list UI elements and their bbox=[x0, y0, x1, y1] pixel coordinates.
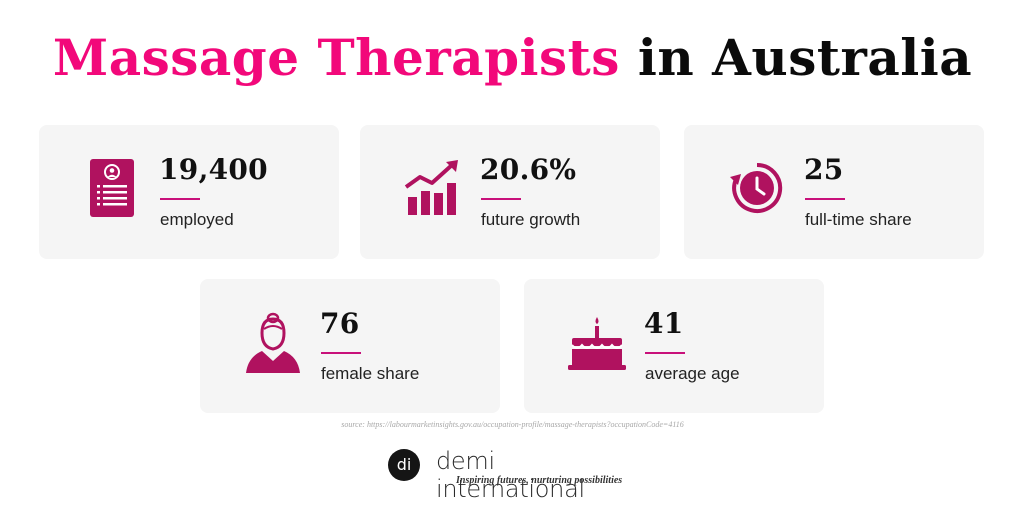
stat-value: 20.6% bbox=[480, 153, 577, 186]
stat-value: 76 bbox=[320, 307, 360, 340]
stat-divider bbox=[481, 198, 521, 200]
stat-divider bbox=[645, 352, 685, 354]
birthday-cake-icon bbox=[566, 309, 628, 375]
brand-tagline: Inspiring futures, nurturing possibiliti… bbox=[456, 475, 623, 486]
stat-label: full-time share bbox=[805, 210, 912, 229]
brand-name: demi international bbox=[436, 447, 585, 503]
stat-card-employed: 19,400 employed bbox=[39, 125, 339, 259]
stat-label: average age bbox=[645, 364, 740, 383]
stat-label: future growth bbox=[481, 210, 581, 229]
growth-chart-icon bbox=[402, 155, 464, 221]
stat-card-age: 41 average age bbox=[524, 279, 824, 413]
stat-card-female: 76 female share bbox=[200, 279, 500, 413]
resume-icon bbox=[81, 155, 143, 221]
stat-card-fulltime: 25 full-time share bbox=[684, 125, 984, 259]
source-citation: source: https://labourmarketinsights.gov… bbox=[341, 420, 684, 429]
stat-divider bbox=[321, 352, 361, 354]
stat-value: 25 bbox=[804, 153, 844, 186]
stat-value: 41 bbox=[644, 307, 684, 340]
stat-card-growth: 20.6% future growth bbox=[360, 125, 660, 259]
title-rest: in Australia bbox=[637, 28, 973, 87]
page-title: Massage Therapists in Australia bbox=[0, 28, 1025, 88]
brand-logo: di bbox=[388, 449, 420, 481]
clock-icon bbox=[726, 155, 788, 221]
stat-value: 19,400 bbox=[159, 153, 268, 186]
stat-divider bbox=[805, 198, 845, 200]
stat-label: female share bbox=[321, 364, 420, 383]
stat-label: employed bbox=[160, 210, 234, 229]
title-accent: Massage Therapists bbox=[52, 28, 620, 87]
woman-icon bbox=[242, 309, 304, 375]
stat-divider bbox=[160, 198, 200, 200]
brand-footer: di demi international Inspiring futures,… bbox=[388, 447, 648, 503]
